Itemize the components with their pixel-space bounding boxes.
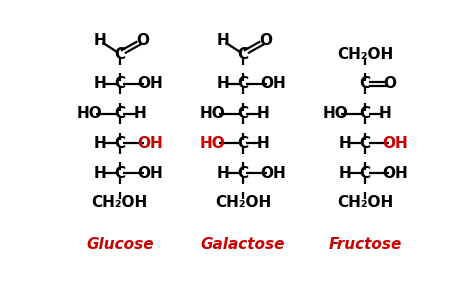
Text: H: H [134, 106, 146, 121]
Text: CH₂OH: CH₂OH [337, 47, 393, 62]
Text: OH: OH [137, 76, 163, 91]
Text: H: H [257, 106, 270, 121]
Text: C: C [114, 166, 126, 180]
Text: HO: HO [322, 106, 348, 121]
Text: C: C [237, 166, 248, 180]
Text: Glucose: Glucose [86, 237, 154, 252]
Text: C: C [360, 106, 371, 121]
Text: Galactose: Galactose [201, 237, 285, 252]
Text: C: C [360, 76, 371, 91]
Text: C: C [114, 47, 126, 62]
Text: H: H [216, 76, 229, 91]
Text: H: H [216, 33, 229, 48]
Text: C: C [237, 136, 248, 151]
Text: H: H [93, 166, 106, 180]
Text: O: O [384, 76, 397, 91]
Text: H: H [93, 76, 106, 91]
Text: H: H [339, 136, 351, 151]
Text: H: H [93, 33, 106, 48]
Text: Fructose: Fructose [328, 237, 402, 252]
Text: OH: OH [260, 76, 286, 91]
Text: H: H [257, 136, 270, 151]
Text: CH₂OH: CH₂OH [337, 195, 393, 210]
Text: O: O [259, 33, 272, 48]
Text: OH: OH [137, 166, 163, 180]
Text: OH: OH [383, 136, 408, 151]
Text: OH: OH [260, 166, 286, 180]
Text: H: H [379, 106, 392, 121]
Text: CH₂OH: CH₂OH [215, 195, 271, 210]
Text: C: C [237, 47, 248, 62]
Text: OH: OH [383, 166, 408, 180]
Text: H: H [93, 136, 106, 151]
Text: HO: HO [200, 136, 226, 151]
Text: HO: HO [200, 106, 226, 121]
Text: H: H [339, 166, 351, 180]
Text: CH₂OH: CH₂OH [92, 195, 148, 210]
Text: C: C [237, 106, 248, 121]
Text: C: C [360, 166, 371, 180]
Text: C: C [114, 76, 126, 91]
Text: HO: HO [77, 106, 102, 121]
Text: H: H [216, 166, 229, 180]
Text: C: C [360, 136, 371, 151]
Text: C: C [114, 136, 126, 151]
Text: C: C [237, 76, 248, 91]
Text: O: O [136, 33, 149, 48]
Text: OH: OH [137, 136, 163, 151]
Text: C: C [114, 106, 126, 121]
